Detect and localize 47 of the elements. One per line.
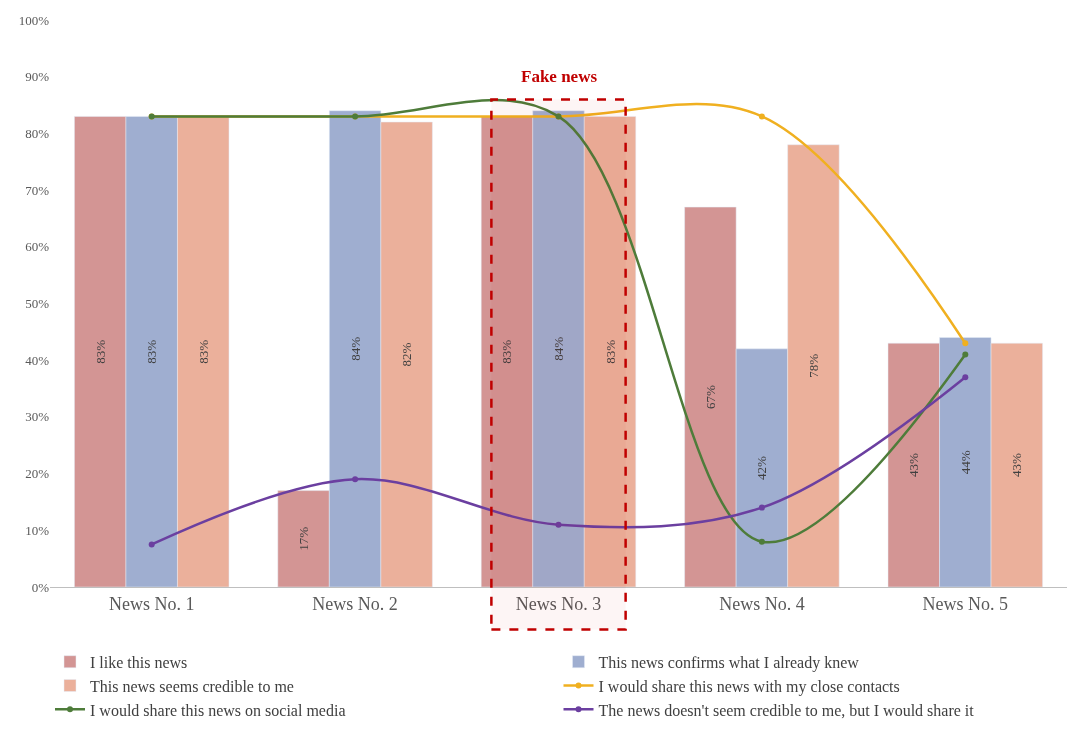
- data-label: 78%: [805, 353, 821, 378]
- legend-label: The news doesn't seem credible to me, but I would share it: [598, 701, 975, 719]
- data-label: 83%: [92, 339, 108, 364]
- data-label: 83%: [144, 339, 160, 364]
- y-tick-label: 20%: [25, 466, 50, 482]
- point: [962, 374, 969, 381]
- data-label: 83%: [602, 339, 618, 364]
- x-tick-label: News No. 3: [515, 593, 602, 614]
- legend-label: I would share this news on social media: [90, 701, 346, 719]
- y-tick-label: 10%: [25, 522, 50, 538]
- point: [758, 538, 765, 545]
- point: [148, 541, 155, 548]
- data-label: 44%: [957, 450, 973, 475]
- legend-label: This news confirms what I already knew: [598, 653, 860, 672]
- y-tick-label: 60%: [25, 239, 50, 255]
- data-label: 67%: [702, 385, 718, 410]
- point: [758, 113, 765, 120]
- y-tick-label: 100%: [18, 12, 50, 28]
- y-tick-label: 30%: [25, 409, 50, 425]
- y-tick-label: 70%: [25, 182, 50, 198]
- y-tick-label: 80%: [25, 125, 50, 141]
- point: [962, 340, 969, 347]
- x-tick-label: News No. 5: [922, 593, 1009, 614]
- y-tick-label: 40%: [25, 352, 50, 368]
- data-label: 84%: [347, 336, 363, 361]
- x-tick-label: News No. 2: [312, 593, 398, 614]
- data-label: 83%: [195, 339, 211, 364]
- x-tick-label: News No. 1: [108, 593, 195, 614]
- y-tick-label: 50%: [25, 296, 50, 312]
- legend-label: I would share this news with my close contacts: [598, 677, 900, 696]
- data-label: 82%: [399, 342, 415, 367]
- y-tick-label: 0%: [31, 579, 50, 595]
- legend-label: This news seems credible to me: [90, 677, 294, 695]
- data-label: 83%: [499, 339, 515, 364]
- x-tick-label: News No. 4: [719, 593, 805, 614]
- point: [352, 476, 359, 483]
- data-label: 43%: [906, 453, 922, 478]
- legend-label: I like this news: [90, 653, 188, 671]
- data-label: 43%: [1009, 453, 1025, 478]
- annotation: Fake news: [521, 67, 598, 86]
- point: [962, 351, 969, 358]
- point: [758, 504, 765, 511]
- data-label: 17%: [296, 526, 312, 551]
- point: [555, 521, 562, 528]
- data-label: 84%: [551, 336, 566, 361]
- data-label: 42%: [754, 455, 770, 480]
- y-tick-label: 90%: [25, 69, 50, 85]
